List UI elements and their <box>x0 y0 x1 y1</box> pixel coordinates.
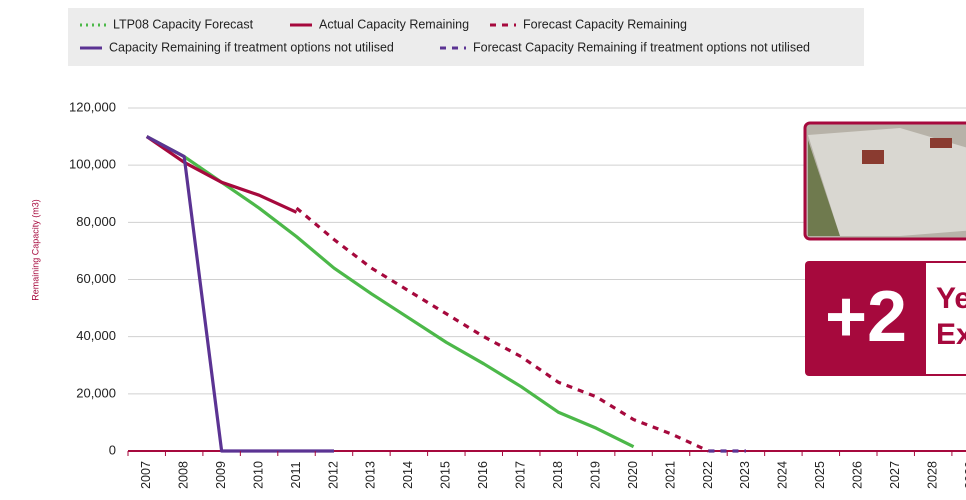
photo-detail <box>862 150 884 164</box>
x-tick-label: 2014 <box>401 461 415 489</box>
x-tick-label: 2016 <box>476 461 490 489</box>
x-tick-label: 2029 <box>963 461 966 489</box>
y-axis-label: Remaining Capacity (m3) <box>30 199 40 301</box>
x-tick-label: 2007 <box>139 461 153 489</box>
x-tick-label: 2008 <box>176 461 190 489</box>
banner-bg <box>805 261 966 376</box>
y-tick-label: 20,000 <box>76 385 116 400</box>
x-tick-label: 2024 <box>776 461 790 489</box>
y-tick-label: 120,000 <box>69 99 116 114</box>
x-tick-label: 2021 <box>663 461 677 489</box>
photo <box>803 121 966 241</box>
photo-detail <box>930 138 952 148</box>
legend-label: Forecast Capacity Remaining if treatment… <box>473 40 810 54</box>
x-tick-label: 2011 <box>289 462 303 489</box>
series-line <box>295 206 710 453</box>
x-tick-label: 2028 <box>925 461 939 489</box>
series-line <box>145 135 334 453</box>
legend-label: LTP08 Capacity Forecast <box>113 17 254 31</box>
x-tick-label: 2027 <box>888 461 902 489</box>
x-tick-label: 2018 <box>551 461 565 489</box>
y-tick-label: 60,000 <box>76 271 116 286</box>
x-tick-label: 2009 <box>214 461 228 489</box>
banner-number: +2 <box>825 277 907 357</box>
x-tick-label: 2023 <box>738 461 752 489</box>
x-tick-label: 2026 <box>851 461 865 489</box>
banner: +2 Ye Ex <box>805 261 966 376</box>
photo-building <box>808 128 966 236</box>
x-tick-label: 2013 <box>364 461 378 489</box>
x-tick-label: 2010 <box>251 461 265 489</box>
x-tick-label: 2025 <box>813 461 827 489</box>
legend-box <box>68 8 864 66</box>
legend-label: Capacity Remaining if treatment options … <box>109 40 394 54</box>
x-tick-label: 2019 <box>588 461 602 489</box>
series-line <box>145 135 635 449</box>
x-tick-label: 2015 <box>439 461 453 489</box>
legend-label: Actual Capacity Remaining <box>319 17 469 31</box>
y-tick-label: 100,000 <box>69 157 116 172</box>
x-tick-label: 2017 <box>514 461 528 489</box>
series-line <box>145 135 298 214</box>
x-tick-label: 2022 <box>701 461 715 489</box>
x-tick-label: 2020 <box>626 461 640 489</box>
legend-label: Forecast Capacity Remaining <box>523 17 687 31</box>
y-tick-label: 80,000 <box>76 214 116 229</box>
y-tick-label: 40,000 <box>76 328 116 343</box>
banner-text: Ye <box>936 282 966 315</box>
banner-panel <box>926 263 966 374</box>
photo-field <box>808 140 840 236</box>
banner-text: Ex <box>936 318 966 351</box>
y-tick-label: 0 <box>109 442 116 457</box>
x-tick-label: 2012 <box>326 461 340 489</box>
